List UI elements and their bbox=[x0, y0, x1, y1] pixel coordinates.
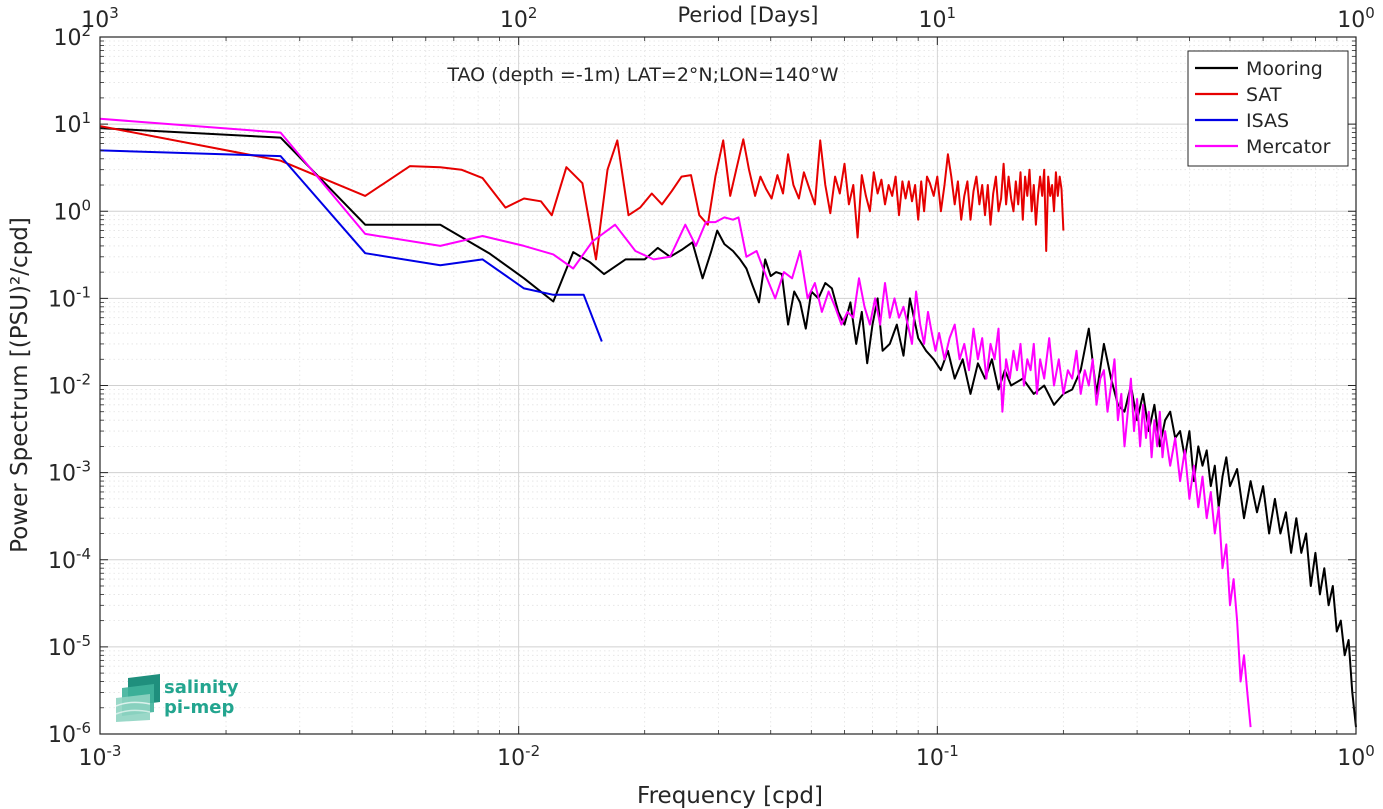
x-tick-base: 10 bbox=[497, 746, 525, 771]
y-tick-base: 10 bbox=[48, 549, 76, 574]
x-tick-label: 10-2 bbox=[497, 742, 540, 771]
y-tick-exponent: -3 bbox=[76, 458, 91, 476]
y-tick-exponent: 2 bbox=[81, 22, 91, 40]
y-tick-base: 10 bbox=[53, 26, 81, 51]
y-tick-label: 102 bbox=[53, 22, 91, 51]
series-line-mercator bbox=[99, 117, 1252, 728]
top-tick-label: 103 bbox=[81, 4, 119, 33]
y-tick-exponent: -4 bbox=[76, 545, 91, 563]
series-line-isas bbox=[99, 149, 603, 342]
top-tick-exponent: 2 bbox=[528, 4, 538, 22]
legend-label-mooring: Mooring bbox=[1246, 58, 1323, 80]
logo-text-pi-mep: pi-mep bbox=[164, 697, 234, 718]
legend: Mooring SAT ISAS Mercator bbox=[1187, 50, 1349, 167]
top-tick-base: 10 bbox=[1337, 8, 1365, 33]
x-tick-base: 10 bbox=[1337, 746, 1365, 771]
y-tick-base: 10 bbox=[48, 462, 76, 487]
x-tick-base: 10 bbox=[79, 746, 107, 771]
x-tick-exponent: -3 bbox=[107, 742, 122, 760]
y-tick-label: 10-2 bbox=[48, 371, 91, 400]
y-tick-label: 10-5 bbox=[48, 632, 91, 661]
y-tick-label: 100 bbox=[53, 196, 91, 225]
x-tick-label: 10-1 bbox=[916, 742, 959, 771]
top-tick-exponent: 0 bbox=[1365, 4, 1375, 22]
y-tick-exponent: 1 bbox=[81, 109, 91, 127]
y-tick-label: 101 bbox=[53, 109, 91, 138]
top-tick-label: 102 bbox=[500, 4, 538, 33]
legend-label-isas: ISAS bbox=[1246, 110, 1289, 132]
y-tick-exponent: 0 bbox=[81, 196, 91, 214]
top-tick-base: 10 bbox=[919, 8, 947, 33]
x-tick-exponent: -1 bbox=[944, 742, 959, 760]
y-tick-base: 10 bbox=[53, 113, 81, 138]
y-tick-exponent: -1 bbox=[76, 283, 91, 301]
salinity-pi-mep-logo: salinity pi-mep bbox=[115, 674, 239, 722]
legend-label-mercator: Mercator bbox=[1246, 136, 1331, 158]
top-tick-exponent: 1 bbox=[947, 4, 957, 22]
legend-label-sat: SAT bbox=[1246, 84, 1282, 106]
x-tick-label: 100 bbox=[1337, 742, 1375, 771]
logo-waves-icon bbox=[115, 674, 160, 722]
x-tick-base: 10 bbox=[916, 746, 944, 771]
logo-text-salinity: salinity bbox=[164, 677, 239, 698]
y-tick-exponent: -2 bbox=[76, 371, 91, 389]
y-tick-base: 10 bbox=[48, 287, 76, 312]
series-lines bbox=[99, 117, 1357, 728]
top-tick-base: 10 bbox=[500, 8, 528, 33]
series-line-sat bbox=[99, 125, 1065, 261]
top-tick-label: 101 bbox=[919, 4, 957, 33]
y-tick-base: 10 bbox=[48, 636, 76, 661]
top-tick-label: 100 bbox=[1337, 4, 1375, 33]
y-tick-label: 10-4 bbox=[48, 545, 91, 574]
y-tick-label: 10-6 bbox=[48, 719, 91, 748]
y-tick-base: 10 bbox=[53, 200, 81, 225]
top-tick-exponent: 3 bbox=[109, 4, 119, 22]
y-tick-label: 10-3 bbox=[48, 458, 91, 487]
y-tick-exponent: -5 bbox=[76, 632, 91, 650]
x-tick-label: 10-3 bbox=[79, 742, 122, 771]
x-axis-label: Frequency [cpd] bbox=[637, 783, 823, 809]
x-tick-exponent: -2 bbox=[525, 742, 540, 760]
y-tick-exponent: -6 bbox=[76, 719, 91, 737]
top-tick-base: 10 bbox=[81, 8, 109, 33]
minor-grid bbox=[100, 37, 1356, 734]
y-axis-label: Power Spectrum [(PSU)²/cpd] bbox=[7, 217, 33, 553]
chart-title: TAO (depth =-1m) LAT=2°N;LON=140°W bbox=[446, 64, 838, 86]
top-axis-label: Period [Days] bbox=[678, 3, 819, 27]
y-tick-base: 10 bbox=[48, 723, 76, 748]
axis-ticks bbox=[99, 36, 1357, 735]
x-tick-exponent: 0 bbox=[1365, 742, 1375, 760]
y-tick-label: 10-1 bbox=[48, 283, 91, 312]
y-tick-base: 10 bbox=[48, 375, 76, 400]
